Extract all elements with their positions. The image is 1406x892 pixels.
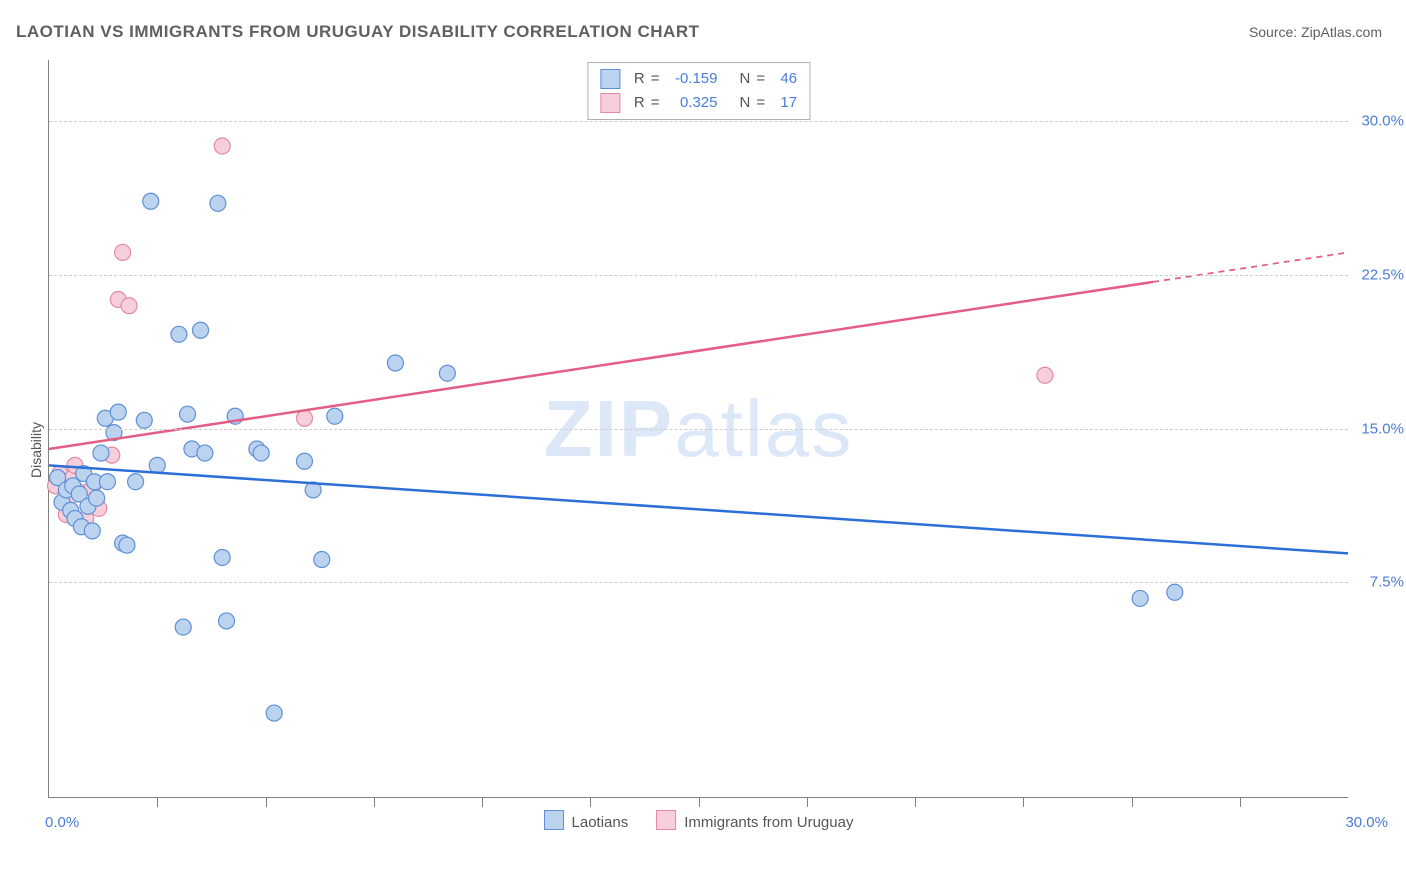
source-name: ZipAtlas.com	[1301, 24, 1382, 40]
scatter-point	[171, 326, 187, 342]
y-tick-label: 7.5%	[1370, 574, 1404, 591]
scatter-point	[99, 474, 115, 490]
source-label: Source:	[1249, 24, 1301, 40]
gridline	[49, 429, 1348, 430]
scatter-point	[214, 138, 230, 154]
legend-swatch-1	[600, 69, 620, 89]
legend-eq-2b: =	[756, 91, 765, 115]
y-tick-label: 22.5%	[1361, 266, 1404, 283]
scatter-point	[149, 457, 165, 473]
legend-R-label-2: R	[634, 91, 645, 115]
regression-line-extrapolated	[1153, 252, 1348, 281]
scatter-point	[1167, 584, 1183, 600]
scatter-point	[89, 490, 105, 506]
scatter-point	[110, 404, 126, 420]
x-tick	[266, 797, 267, 807]
x-tick	[915, 797, 916, 807]
scatter-point	[387, 355, 403, 371]
scatter-point	[439, 365, 455, 381]
x-tick	[1240, 797, 1241, 807]
gridline	[49, 582, 1348, 583]
footer-legend: Laotians Immigrants from Uruguay	[544, 810, 854, 831]
scatter-point	[1037, 367, 1053, 383]
x-axis-max-label: 30.0%	[1345, 814, 1388, 831]
x-tick	[699, 797, 700, 807]
correlation-row-1: R = -0.159 N = 46	[600, 67, 797, 91]
source-attribution: Source: ZipAtlas.com	[1249, 24, 1382, 40]
scatter-point	[210, 195, 226, 211]
y-axis-label: Disability	[28, 422, 44, 478]
scatter-point	[296, 453, 312, 469]
regression-line	[49, 465, 1348, 553]
chart-area: Disability ZIPatlas R = -0.159 N = 46	[0, 60, 1406, 840]
scatter-point	[197, 445, 213, 461]
x-tick	[807, 797, 808, 807]
scatter-point	[327, 408, 343, 424]
x-axis-origin-label: 0.0%	[45, 814, 79, 831]
scatter-point	[121, 298, 137, 314]
legend-R-value-1: -0.159	[666, 67, 718, 91]
y-tick-label: 15.0%	[1361, 420, 1404, 437]
footer-label-2: Immigrants from Uruguay	[684, 814, 853, 831]
legend-eq-2: =	[651, 91, 660, 115]
x-tick	[1023, 797, 1024, 807]
scatter-point	[128, 474, 144, 490]
scatter-point	[84, 523, 100, 539]
legend-N-label-2: N	[740, 91, 751, 115]
legend-R-value-2: 0.325	[666, 91, 718, 115]
scatter-point	[253, 445, 269, 461]
legend-eq-1b: =	[756, 67, 765, 91]
scatter-point	[296, 410, 312, 426]
footer-legend-item-2: Immigrants from Uruguay	[656, 810, 853, 831]
x-tick	[157, 797, 158, 807]
scatter-point	[1132, 590, 1148, 606]
correlation-row-2: R = 0.325 N = 17	[600, 91, 797, 115]
scatter-point	[175, 619, 191, 635]
scatter-point	[115, 244, 131, 260]
y-tick-label: 30.0%	[1361, 113, 1404, 130]
footer-swatch-2	[656, 810, 676, 830]
scatter-point	[314, 552, 330, 568]
x-tick	[374, 797, 375, 807]
footer-label-1: Laotians	[572, 814, 629, 831]
scatter-point	[93, 445, 109, 461]
legend-eq-1: =	[651, 67, 660, 91]
gridline	[49, 275, 1348, 276]
scatter-point	[136, 412, 152, 428]
scatter-point	[214, 549, 230, 565]
legend-swatch-2	[600, 93, 620, 113]
x-tick	[482, 797, 483, 807]
legend-R-label-1: R	[634, 67, 645, 91]
footer-legend-item-1: Laotians	[544, 810, 629, 831]
scatter-point	[119, 537, 135, 553]
x-tick	[590, 797, 591, 807]
legend-N-value-1: 46	[771, 67, 797, 91]
regression-line	[49, 282, 1153, 449]
chart-container: LAOTIAN VS IMMIGRANTS FROM URUGUAY DISAB…	[0, 0, 1406, 892]
footer-swatch-1	[544, 810, 564, 830]
legend-N-label-1: N	[740, 67, 751, 91]
scatter-point	[143, 193, 159, 209]
x-tick	[1132, 797, 1133, 807]
scatter-point	[193, 322, 209, 338]
scatter-point	[266, 705, 282, 721]
legend-N-value-2: 17	[771, 91, 797, 115]
correlation-legend: R = -0.159 N = 46 R = 0.325 N = 17	[587, 62, 810, 120]
plot-region: ZIPatlas R = -0.159 N = 46 R =	[48, 60, 1348, 798]
gridline	[49, 121, 1348, 122]
chart-title: LAOTIAN VS IMMIGRANTS FROM URUGUAY DISAB…	[16, 22, 700, 42]
scatter-point	[219, 613, 235, 629]
scatter-point	[180, 406, 196, 422]
